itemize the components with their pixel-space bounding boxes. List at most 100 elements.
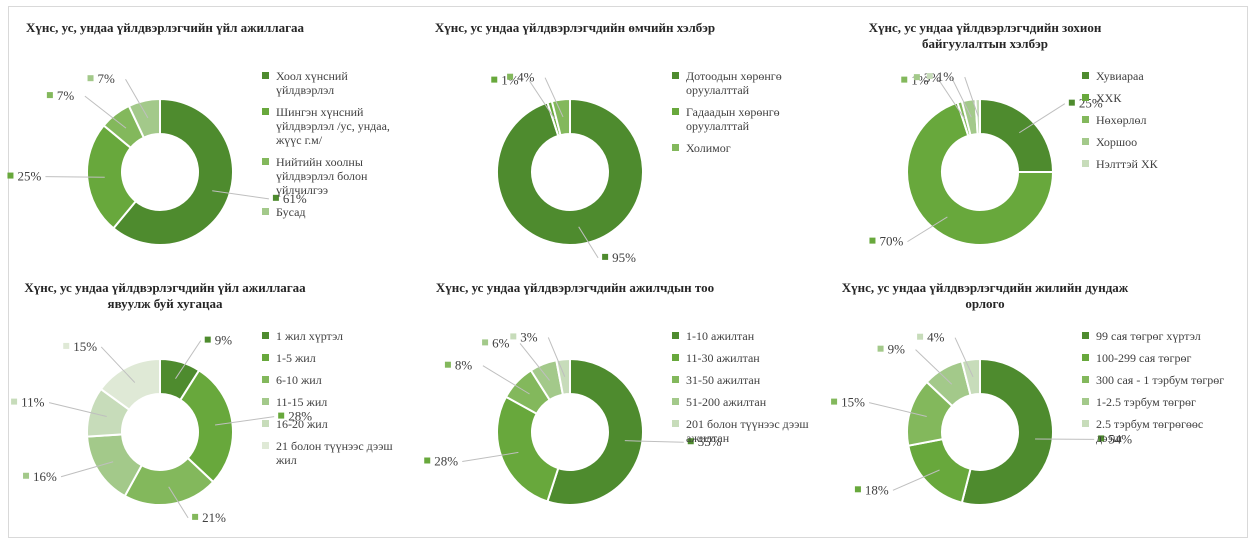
legend-swatch <box>262 72 269 79</box>
leader-line <box>528 80 555 119</box>
data-label: 25% <box>17 169 41 184</box>
leader-line <box>907 216 948 243</box>
legend-swatch <box>672 72 679 79</box>
donut-slice <box>974 97 981 136</box>
label-marker <box>7 172 14 179</box>
label-marker <box>204 336 211 343</box>
donut-slice <box>960 357 981 397</box>
label-marker <box>1098 435 1105 442</box>
legend-entry: 21 болон түүнээс дээш жил <box>275 439 393 467</box>
label-marker <box>424 457 431 464</box>
label-marker <box>482 339 489 346</box>
chart-title: Хүнс, ус ундаа үйлдвэрлэгчдийн зохион ба… <box>868 20 1102 51</box>
leader-line <box>578 226 599 259</box>
label-marker <box>926 73 933 80</box>
legend-entry: 300 сая - 1 тэрбум төгрөг <box>1096 373 1224 387</box>
label-marker <box>901 76 908 83</box>
legend-entry: 100-299 сая төгрөг <box>1096 351 1191 365</box>
legend-entry: Бусад <box>276 205 306 219</box>
chart-frame <box>8 6 1248 538</box>
donut-slice <box>496 395 560 503</box>
leader-line <box>624 440 684 443</box>
legend-swatch <box>262 442 269 449</box>
chart-title: Хүнс, ус, ундаа үйлдвэрлэгчийн үйл ажилл… <box>25 20 305 35</box>
label-marker <box>1068 99 1075 106</box>
legend-entry: 11-30 ажилтан <box>686 351 760 365</box>
donut-chart: 95% 1%4% Дотоодын хөрөнгө оруулалттай Гадаад… <box>491 69 782 265</box>
legend-entry: Хувиараа <box>1096 69 1144 83</box>
legend-swatch <box>262 208 269 215</box>
chart-panel: Хүнс, ус, ундаа үйлдвэрлэгчийн үйл ажилл… <box>7 20 430 282</box>
leader-line <box>964 76 979 117</box>
leader-line <box>462 451 519 462</box>
donut-slice <box>906 101 1055 246</box>
chart-panel: Хүнс, ус ундаа үйлдвэрлэгчдийн өмчийн хэ… <box>430 20 840 282</box>
legend-swatch <box>672 332 679 339</box>
donut-chart: 55% 28% 8% 6% 3% 1-10 ажилтан 11-30 ажилтан 31-… <box>424 329 809 506</box>
data-label: 11% <box>21 395 45 410</box>
legend-entry: 1-10 ажилтан <box>686 329 755 343</box>
label-marker <box>272 194 279 201</box>
legend-entry: Гадаадын хөрөнгө оруулалттай <box>686 105 780 133</box>
donut-slice <box>178 368 234 484</box>
legend-entry: 31-50 ажилтан <box>686 373 761 387</box>
legend-swatch <box>672 354 679 361</box>
data-label: 4% <box>927 330 945 345</box>
donut-slice <box>960 357 1054 506</box>
leader-line <box>60 461 114 478</box>
data-label: 18% <box>865 482 889 497</box>
legend-swatch <box>1082 116 1089 123</box>
label-marker <box>917 333 924 340</box>
legend-entry: 11-15 жил <box>276 395 327 409</box>
donut-slice <box>979 97 1055 173</box>
leader-line <box>175 340 202 379</box>
leader-line <box>482 365 530 395</box>
chart-title: Хүнс, ус ундаа үйлдвэрлэгчдийн үйл ажилл… <box>24 280 306 311</box>
leader-line <box>212 190 269 200</box>
chart-panel: Хүнс, ус ундаа үйлдвэрлэгчдийн жилийн ду… <box>831 280 1250 542</box>
label-marker <box>877 345 884 352</box>
legend-swatch <box>262 332 269 339</box>
data-label: 15% <box>73 339 97 354</box>
leader-line <box>544 77 564 118</box>
label-marker <box>687 438 694 445</box>
legend-entry: Хоршоо <box>1096 135 1137 149</box>
donut-chart: 54% 18% 15% 9% 4% 99 сая төгрөг хүртэл 100-299… <box>831 329 1224 506</box>
data-label: 16% <box>33 469 57 484</box>
label-marker <box>510 333 517 340</box>
legend-entry: Нийтийн хоолны үйлдвэрлэл болон үйлчилгээ <box>276 155 368 197</box>
legend-swatch <box>1082 398 1089 405</box>
label-marker <box>869 237 876 244</box>
legend-swatch <box>262 354 269 361</box>
chart-panel: Хүнс, ус ундаа үйлдвэрлэгчдийн ажилчдын … <box>424 280 840 542</box>
legend-swatch <box>672 398 679 405</box>
label-marker <box>854 486 861 493</box>
legend-swatch <box>1082 376 1089 383</box>
label-marker <box>444 361 451 368</box>
leader-line <box>168 486 189 519</box>
legend-swatch <box>1082 354 1089 361</box>
donut-slice <box>496 97 644 246</box>
donut-chart: 61% 25% 7% 7% Хоол хүнсний үйлдвэрлэл Шингэн х… <box>7 69 390 246</box>
legend-swatch <box>1082 420 1089 427</box>
data-label: 61% <box>283 191 307 206</box>
leader-line <box>125 78 149 119</box>
legend-entry: Холимог <box>686 141 731 155</box>
chart-title: Хүнс, ус ундаа үйлдвэрлэгчдийн жилийн ду… <box>841 280 1129 311</box>
chart-panel: Хүнс, ус ундаа үйлдвэрлэгчдийн үйл ажилл… <box>11 280 430 542</box>
donut-slice <box>86 124 138 230</box>
donut-slice <box>112 97 234 246</box>
data-label: 70% <box>879 234 903 249</box>
legend-entry: 1-2.5 тэрбум төгрөг <box>1096 395 1196 409</box>
data-label: 9% <box>215 333 233 348</box>
donut-slice <box>907 437 972 504</box>
legend-entry: Шингэн хүнсний үйлдвэрлэл /ус, ундаа, жүүс… <box>275 105 390 147</box>
legend-swatch <box>1082 138 1089 145</box>
leader-line <box>951 77 972 118</box>
legend-entry: 6-10 жил <box>276 373 322 387</box>
legend-entry: ХХК <box>1096 91 1122 105</box>
data-label: 3% <box>520 329 538 344</box>
legend-entry: Нэлттэй ХК <box>1096 157 1159 171</box>
data-label: 21% <box>202 510 226 525</box>
legend-entry: Нөхөрлөл <box>1096 113 1146 127</box>
